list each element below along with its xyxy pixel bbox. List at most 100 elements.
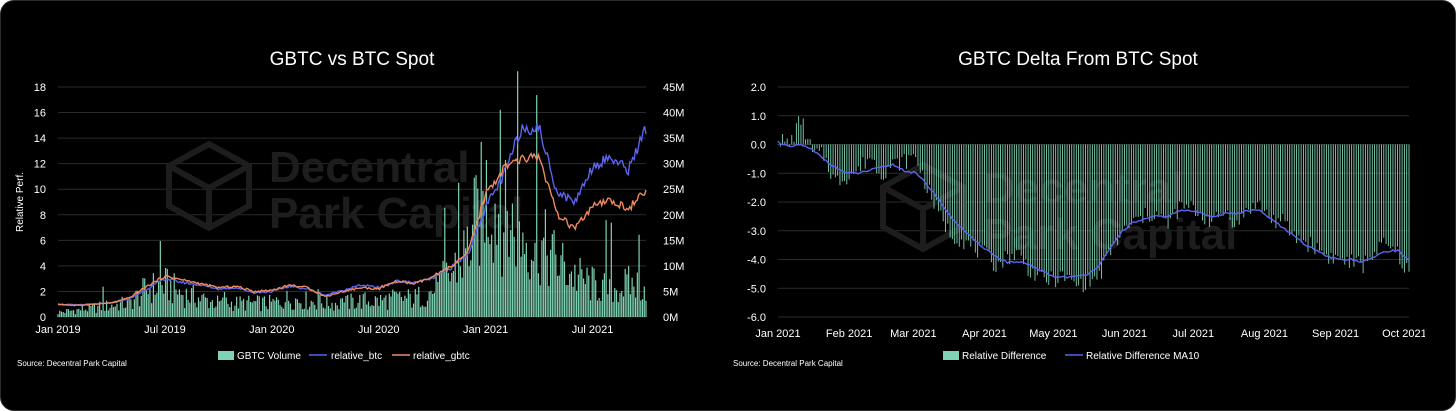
difference-bar xyxy=(1383,144,1385,238)
difference-bar xyxy=(1039,144,1041,270)
volume-bar xyxy=(390,296,392,317)
volume-bar xyxy=(475,175,477,317)
volume-bar xyxy=(229,307,231,317)
difference-bar xyxy=(1016,144,1018,251)
volume-bar xyxy=(633,286,635,317)
difference-bar xyxy=(1080,144,1082,279)
volume-bar xyxy=(255,301,257,317)
difference-bar xyxy=(1032,144,1034,269)
difference-bar xyxy=(1305,144,1307,242)
volume-bar xyxy=(409,293,411,317)
volume-bar xyxy=(88,303,90,317)
difference-bar xyxy=(1160,144,1162,215)
chart-gbtc-delta: -6.0-5.0-4.0-3.0-2.0-1.00.01.02.0Decentr… xyxy=(747,49,1425,362)
difference-bar xyxy=(1020,144,1022,256)
volume-bar xyxy=(118,310,120,317)
difference-bar xyxy=(1073,144,1075,282)
difference-bar xyxy=(1303,144,1304,241)
volume-bar xyxy=(511,203,514,317)
volume-bar xyxy=(204,297,207,317)
volume-bar xyxy=(501,276,503,317)
x-tick-label: Feb 2021 xyxy=(826,328,872,340)
volume-bar xyxy=(78,308,80,317)
x-tick-label: Apr 2021 xyxy=(962,328,1007,340)
volume-bar xyxy=(400,296,403,317)
difference-bar xyxy=(1137,144,1139,217)
difference-bar xyxy=(1011,144,1013,254)
volume-bar xyxy=(154,294,156,317)
difference-bar xyxy=(972,144,974,241)
volume-bar xyxy=(258,296,260,317)
y2-tick-label: 30M xyxy=(663,159,684,171)
difference-bar xyxy=(1023,144,1024,265)
volume-bar xyxy=(145,290,148,317)
difference-bar xyxy=(1112,144,1114,245)
y2-tick-label: 5M xyxy=(663,286,678,298)
difference-bar xyxy=(947,144,949,224)
difference-bar xyxy=(1142,144,1144,224)
difference-bar xyxy=(1227,144,1229,211)
volume-bar xyxy=(513,236,515,317)
volume-bar xyxy=(362,294,364,317)
difference-bar xyxy=(1146,144,1148,217)
difference-bar xyxy=(1243,144,1245,218)
difference-bar xyxy=(1353,144,1355,267)
volume-bar xyxy=(185,288,187,317)
volume-bar xyxy=(393,291,396,317)
volume-bar xyxy=(581,269,583,317)
difference-bar xyxy=(850,144,852,174)
difference-bar xyxy=(1094,144,1096,277)
volume-bar xyxy=(177,294,179,317)
difference-bar xyxy=(1089,144,1091,287)
difference-bar xyxy=(963,144,965,250)
volume-bar xyxy=(281,306,283,317)
x-tick-label: Mar 2021 xyxy=(890,328,936,340)
difference-bar xyxy=(1192,144,1194,206)
difference-bar xyxy=(1096,144,1098,280)
volume-bar xyxy=(407,289,409,317)
volume-bar xyxy=(206,297,208,317)
volume-bar xyxy=(308,306,311,317)
volume-bar xyxy=(621,290,623,317)
volume-bar xyxy=(397,293,399,317)
volume-bar xyxy=(128,297,130,317)
difference-bar xyxy=(885,144,887,179)
volume-bar xyxy=(121,296,123,317)
volume-bar xyxy=(170,280,172,317)
volume-bar xyxy=(399,291,401,317)
volume-bar xyxy=(438,272,441,317)
volume-bar xyxy=(555,254,557,317)
volume-bar xyxy=(119,302,122,317)
volume-bar xyxy=(251,302,253,317)
volume-bar xyxy=(81,305,83,317)
difference-bar xyxy=(910,144,912,156)
y-tick-label: 18 xyxy=(34,82,46,94)
volume-bar xyxy=(367,301,370,317)
volume-bar xyxy=(411,307,413,317)
difference-bar xyxy=(802,118,804,145)
volume-bar xyxy=(156,292,158,317)
difference-bar xyxy=(1298,144,1300,236)
y-tick-label: -6.0 xyxy=(747,312,766,324)
difference-bar xyxy=(935,144,937,201)
difference-bar xyxy=(880,144,882,180)
volume-bar xyxy=(321,303,323,317)
y-tick-label: 0 xyxy=(40,312,46,324)
difference-bar xyxy=(1107,144,1109,250)
volume-bar xyxy=(225,297,227,317)
difference-bar xyxy=(814,144,816,151)
volume-bar xyxy=(338,309,340,317)
volume-bar xyxy=(218,301,220,317)
difference-bar xyxy=(1346,144,1348,257)
difference-bar xyxy=(906,144,907,169)
difference-bar xyxy=(1165,144,1167,219)
volume-bar xyxy=(572,286,574,317)
difference-bar xyxy=(844,144,845,182)
volume-bar xyxy=(423,306,425,317)
volume-bar xyxy=(523,254,526,317)
difference-bar xyxy=(933,144,935,209)
volume-bar xyxy=(215,306,217,317)
volume-bar xyxy=(619,292,621,317)
volume-bar xyxy=(95,312,97,317)
volume-bar xyxy=(168,300,170,317)
